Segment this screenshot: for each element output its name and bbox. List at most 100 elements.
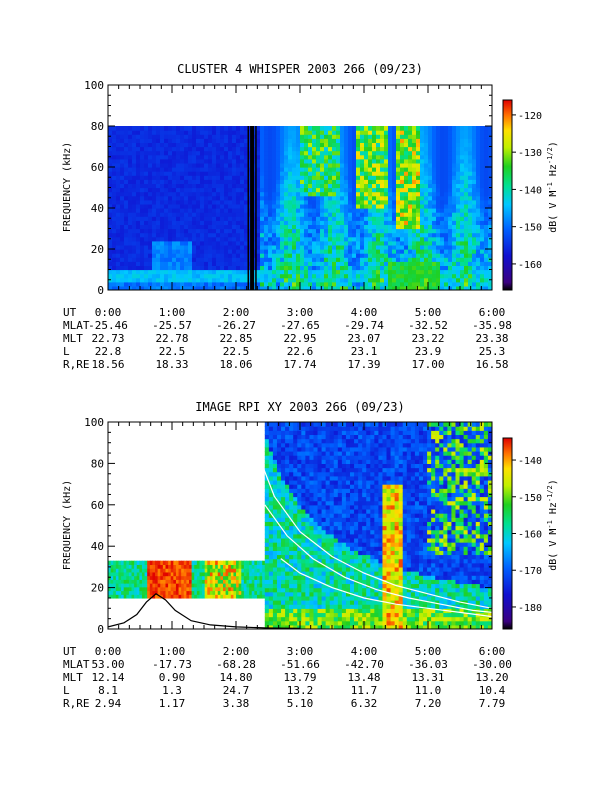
heatmap-cell bbox=[264, 183, 269, 189]
heatmap-cell bbox=[212, 220, 217, 225]
heatmap-cell bbox=[252, 236, 257, 242]
heatmap-cell bbox=[224, 142, 229, 148]
heatmap-cell bbox=[416, 187, 421, 193]
ephemeris-value: 16.58 bbox=[475, 358, 508, 371]
heatmap-cell bbox=[380, 154, 385, 160]
heatmap-cell bbox=[110, 586, 114, 592]
heatmap-cell bbox=[484, 183, 489, 189]
heatmap-cell bbox=[262, 571, 266, 577]
heatmap-cell bbox=[180, 191, 185, 197]
heatmap-cell bbox=[175, 568, 180, 573]
heatmap-cell bbox=[251, 571, 255, 577]
heatmap-cell bbox=[348, 203, 353, 209]
heatmap-cell bbox=[312, 261, 317, 266]
heatmap-cell bbox=[136, 146, 141, 152]
heatmap-cell bbox=[281, 529, 286, 535]
heatmap-cell bbox=[356, 277, 361, 283]
heatmap-cell bbox=[136, 571, 140, 577]
heatmap-cell bbox=[285, 488, 290, 493]
heatmap-cell bbox=[256, 134, 261, 139]
heatmap-cell bbox=[128, 130, 133, 135]
heatmap-cell bbox=[194, 579, 198, 584]
heatmap-cell bbox=[392, 126, 397, 131]
heatmap-cell bbox=[436, 175, 441, 180]
heatmap-cell bbox=[472, 142, 477, 148]
heatmap-cell bbox=[209, 586, 214, 592]
heatmap-cell bbox=[108, 203, 113, 209]
heatmap-cell bbox=[320, 257, 325, 262]
heatmap-cell bbox=[260, 199, 265, 205]
heatmap-cell bbox=[324, 228, 329, 234]
heatmap-cell bbox=[132, 228, 137, 234]
heatmap-cell bbox=[209, 579, 214, 584]
heatmap-cell bbox=[384, 167, 389, 172]
heatmap-cell bbox=[436, 273, 441, 279]
heatmap-cell bbox=[196, 244, 201, 250]
heatmap-cell bbox=[296, 154, 301, 160]
heatmap-cell bbox=[336, 167, 341, 172]
heatmap-cell bbox=[232, 191, 237, 197]
heatmap-cell bbox=[131, 594, 135, 599]
heatmap-cell bbox=[110, 579, 114, 584]
heatmap-cell bbox=[233, 575, 237, 580]
heatmap-cell bbox=[172, 228, 177, 234]
heatmap-cell bbox=[224, 203, 229, 209]
heatmap-cell bbox=[188, 285, 193, 290]
heatmap-cell bbox=[120, 236, 125, 242]
heatmap-cell bbox=[388, 220, 393, 225]
heatmap-cell bbox=[176, 216, 181, 221]
heatmap-cell bbox=[292, 228, 297, 234]
heatmap-cell bbox=[191, 575, 195, 580]
heatmap-cell bbox=[192, 240, 197, 246]
heatmap-cell bbox=[408, 126, 413, 131]
heatmap-cell bbox=[289, 608, 294, 614]
heatmap-cell bbox=[272, 277, 277, 283]
heatmap-cell bbox=[289, 612, 294, 618]
heatmap-cell bbox=[128, 285, 133, 290]
heatmap-cell bbox=[216, 285, 221, 290]
heatmap-cell bbox=[320, 162, 325, 168]
heatmap-cell bbox=[112, 146, 117, 152]
heatmap-cell bbox=[124, 273, 129, 279]
heatmap-cell bbox=[344, 187, 349, 193]
heatmap-cell bbox=[108, 191, 113, 197]
heatmap-cell bbox=[364, 208, 369, 213]
heatmap-cell bbox=[424, 130, 429, 135]
heatmap-cell bbox=[180, 265, 185, 271]
heatmap-cell bbox=[456, 130, 461, 135]
heatmap-cell bbox=[488, 142, 492, 148]
heatmap-cell bbox=[384, 175, 389, 180]
heatmap-cell bbox=[256, 167, 261, 172]
heatmap-cell bbox=[312, 224, 317, 230]
heatmap-cell bbox=[228, 240, 233, 246]
heatmap-cell bbox=[396, 281, 401, 287]
heatmap-cell bbox=[420, 175, 425, 180]
heatmap-cell bbox=[180, 130, 185, 135]
colorbar-tick-label: -150 bbox=[518, 223, 542, 234]
heatmap-cell bbox=[280, 208, 285, 213]
heatmap-cell bbox=[124, 175, 129, 180]
heatmap-cell bbox=[400, 220, 405, 225]
heatmap-cell bbox=[134, 560, 138, 566]
heatmap-cell bbox=[192, 244, 197, 250]
heatmap-cell bbox=[452, 167, 457, 172]
heatmap-cell bbox=[249, 594, 253, 599]
heatmap-cell bbox=[200, 265, 205, 271]
data-gap bbox=[255, 126, 257, 290]
heatmap-cell bbox=[340, 208, 345, 213]
heatmap-cell bbox=[312, 208, 317, 213]
heatmap-cell bbox=[116, 249, 121, 254]
heatmap-cell bbox=[392, 277, 397, 283]
heatmap-cell bbox=[264, 537, 270, 543]
heatmap-cell bbox=[120, 146, 125, 152]
heatmap-cell bbox=[164, 269, 169, 275]
heatmap-cell bbox=[272, 521, 278, 527]
heatmap-cell bbox=[308, 220, 313, 225]
heatmap-cell bbox=[472, 203, 477, 209]
heatmap-cell bbox=[312, 257, 317, 262]
heatmap-cell bbox=[268, 508, 274, 514]
heatmap-cell bbox=[296, 208, 301, 213]
heatmap-cell bbox=[168, 146, 173, 152]
heatmap-cell bbox=[448, 183, 453, 189]
heatmap-cell bbox=[444, 138, 449, 143]
